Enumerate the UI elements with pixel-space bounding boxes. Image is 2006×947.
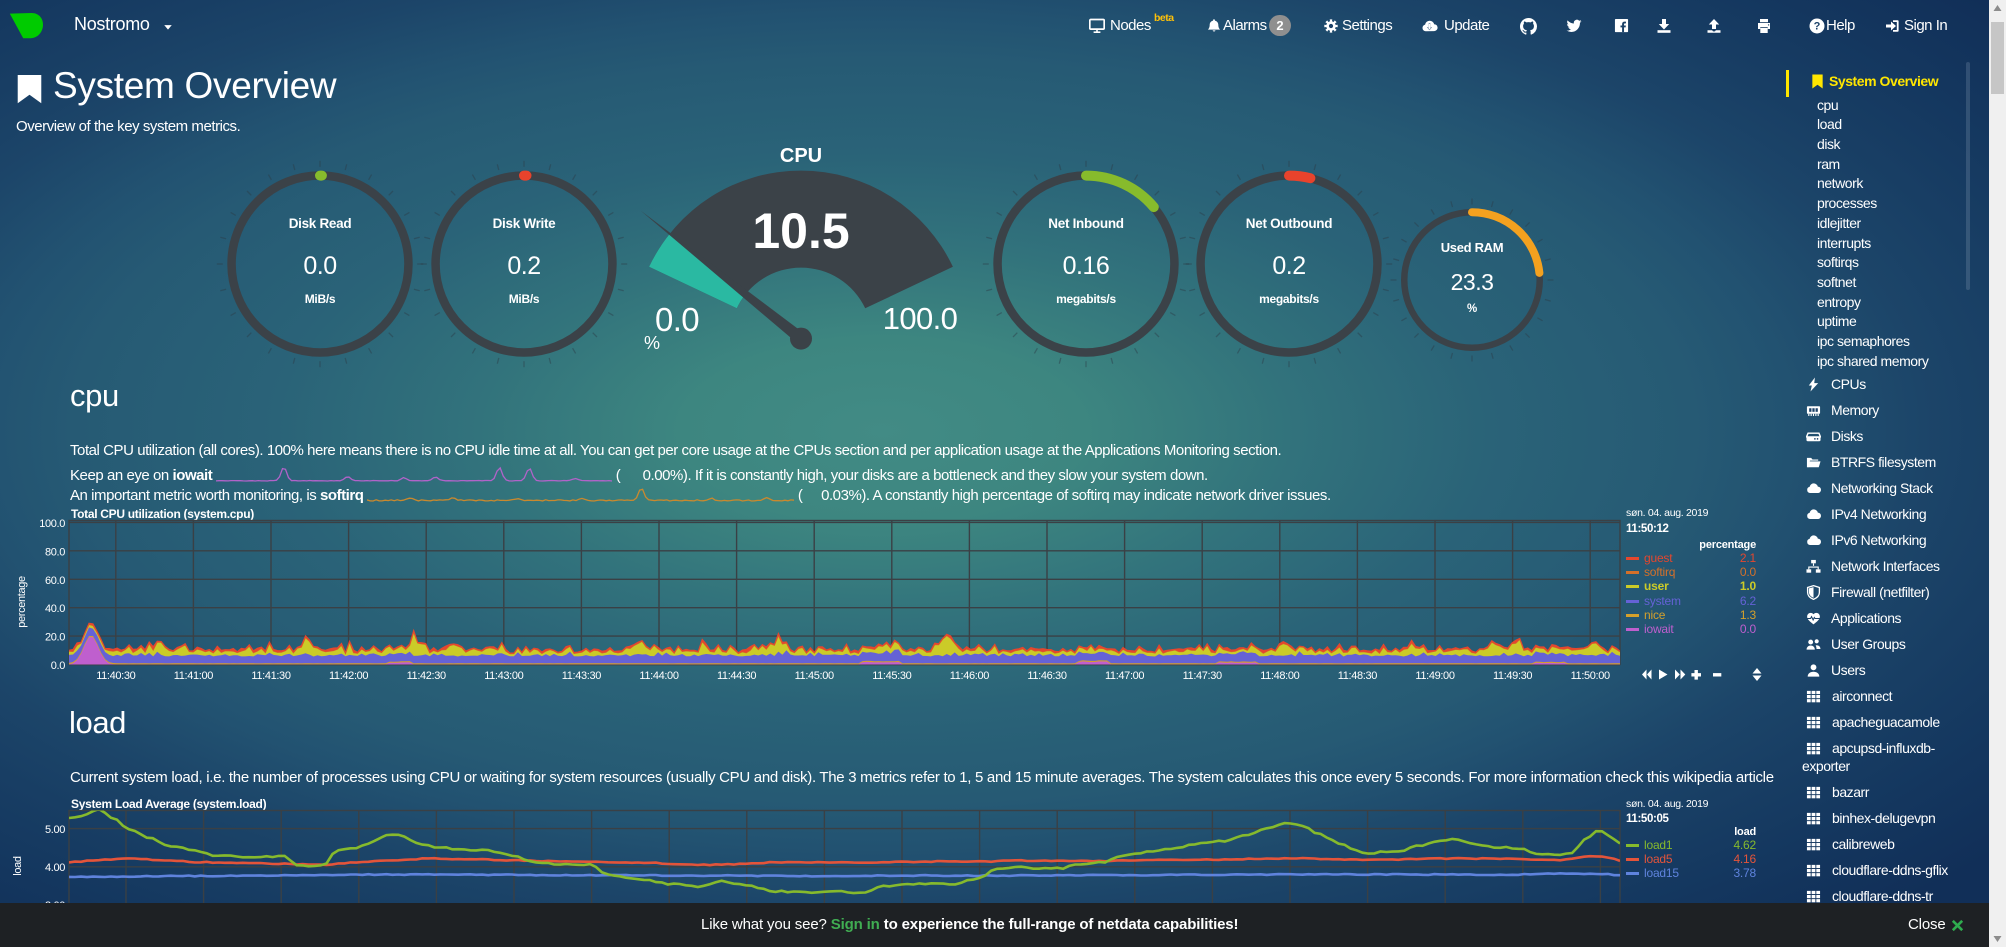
svg-text:11:46:30: 11:46:30 [1027, 670, 1066, 682]
svg-text:11:46:00: 11:46:00 [950, 670, 989, 682]
svg-text:11:49:30: 11:49:30 [1493, 670, 1532, 682]
svg-text:11:42:00: 11:42:00 [329, 670, 368, 682]
svg-text:11:41:30: 11:41:30 [251, 670, 290, 682]
svg-text:?: ? [1814, 21, 1821, 33]
svg-text:11:40:30: 11:40:30 [96, 670, 135, 682]
svg-text:80.0: 80.0 [45, 546, 65, 558]
svg-text:11:41:00: 11:41:00 [174, 670, 213, 682]
svg-text:load: load [12, 856, 24, 876]
svg-text:5.00: 5.00 [45, 824, 65, 836]
svg-text:11:44:30: 11:44:30 [717, 670, 756, 682]
svg-text:40.0: 40.0 [45, 603, 65, 615]
svg-text:0.0: 0.0 [51, 660, 65, 672]
svg-text:11:45:00: 11:45:00 [795, 670, 834, 682]
svg-text:11:47:00: 11:47:00 [1105, 670, 1144, 682]
svg-text:100.0: 100.0 [39, 518, 65, 530]
svg-text:11:42:30: 11:42:30 [407, 670, 446, 682]
svg-text:11:50:00: 11:50:00 [1571, 670, 1610, 682]
svg-text:11:48:30: 11:48:30 [1338, 670, 1377, 682]
svg-text:11:44:00: 11:44:00 [639, 670, 678, 682]
svg-text:20.0: 20.0 [45, 632, 65, 644]
svg-text:4.00: 4.00 [45, 862, 65, 874]
svg-text:percentage: percentage [16, 576, 28, 628]
svg-text:11:47:30: 11:47:30 [1183, 670, 1222, 682]
svg-text:11:49:00: 11:49:00 [1415, 670, 1454, 682]
svg-text:11:43:30: 11:43:30 [562, 670, 601, 682]
svg-text:11:43:00: 11:43:00 [484, 670, 523, 682]
svg-text:11:45:30: 11:45:30 [872, 670, 911, 682]
svg-text:11:48:00: 11:48:00 [1260, 670, 1299, 682]
svg-text:60.0: 60.0 [45, 575, 65, 587]
